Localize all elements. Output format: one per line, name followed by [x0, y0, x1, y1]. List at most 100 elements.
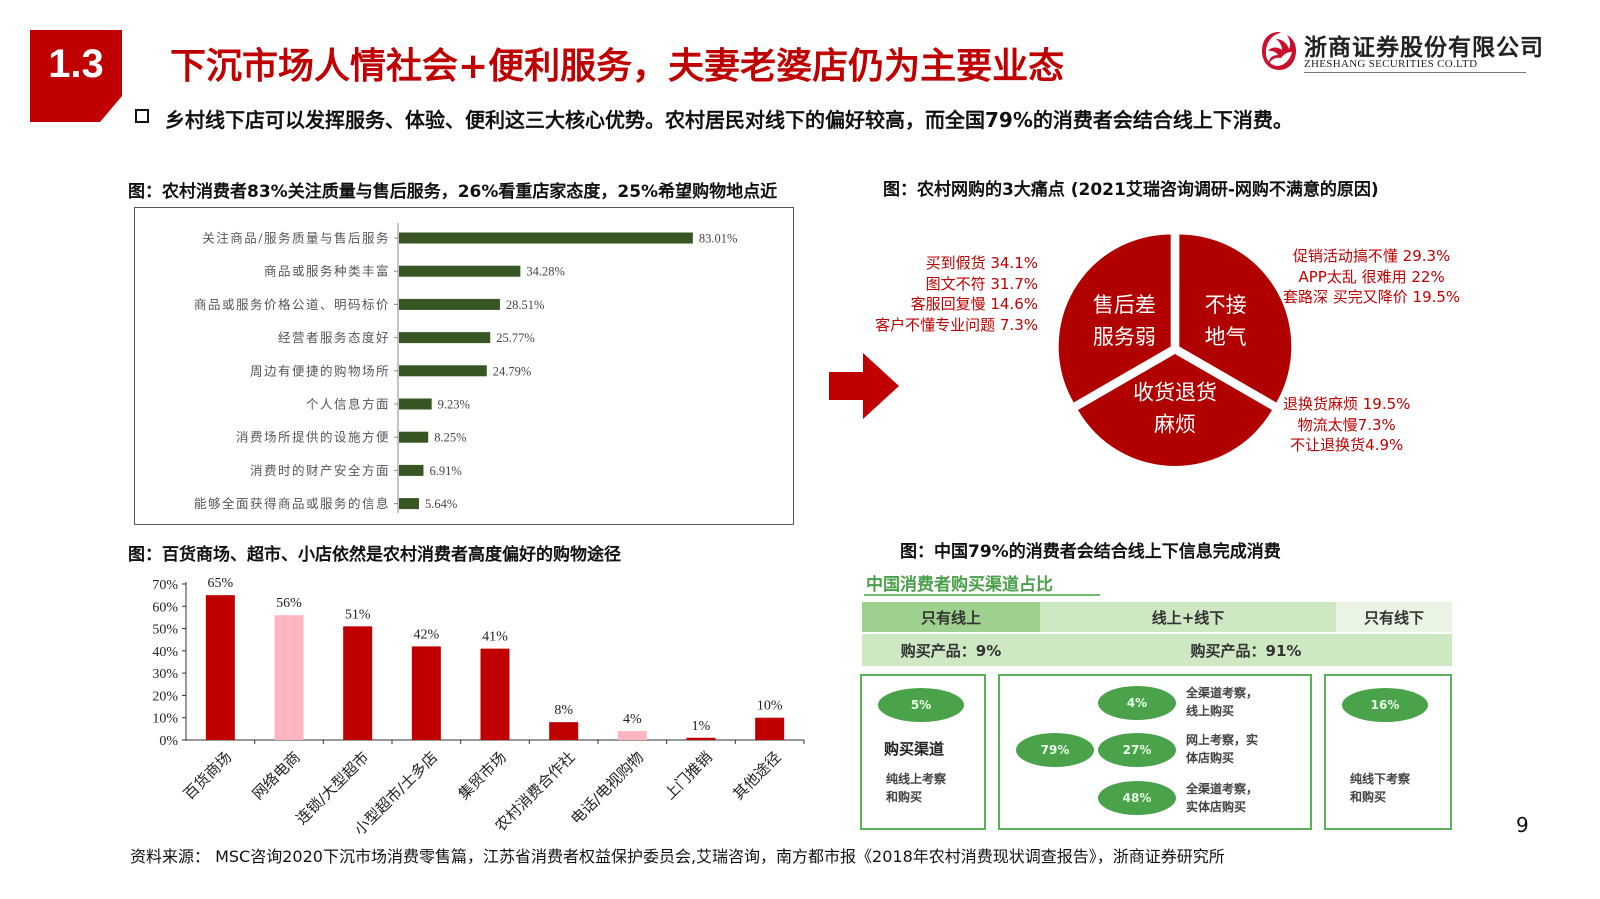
figure-caption-online-offline: 图：中国79%的消费者会结合线上下信息完成消费 — [900, 542, 1281, 562]
vbar-y-tick-label: 20% — [152, 689, 178, 704]
vbar-value-label: 8% — [554, 703, 573, 718]
pct-online-research-store-buy: 27% — [1098, 733, 1176, 767]
pain-right-line: 套路深 买完又降价 19.5% — [1283, 288, 1461, 306]
vbar-value-label: 51% — [345, 607, 371, 622]
online-offline-header: 线上+线下 — [1040, 602, 1336, 632]
vbar-category-label: 其他途径 — [729, 748, 784, 803]
page-title: 下沉市场人情社会+便利服务，夫妻老婆店仍为主要业态 — [170, 46, 1065, 87]
pain-bottom-line: 物流太慢7.3% — [1297, 415, 1396, 434]
only-online-header: 只有线上 — [862, 602, 1040, 632]
hbar-value-label: 25.77% — [496, 331, 535, 345]
badge-fold-corner — [100, 96, 122, 122]
hbar-category-label: 消费场所提供的设施方便 — [236, 430, 390, 445]
vbar-y-tick-label: 0% — [159, 734, 178, 749]
offline-only-desc: 纯线下考察 和购买 — [1350, 770, 1410, 806]
hbar-category-label: 周边有便捷的购物场所 — [250, 363, 390, 378]
section-number: 1.3 — [48, 42, 104, 86]
online-offline-box: 79% 4% 全渠道考察， 线上购买 27% 网上考察，实 体店购买 48% 全… — [998, 674, 1312, 830]
source-note: 资料来源： MSC咨询2020下沉市场消费零售篇，江苏省消费者权益保护委员会,艾… — [130, 847, 1225, 866]
pain-left-line: 客服回复慢 14.6% — [910, 295, 1038, 313]
pct-online-offline-total: 79% — [1016, 733, 1094, 767]
pain-annotation-bottom: 退换货麻烦 19.5% 物流太慢7.3% 不让退换货4.9% — [1283, 394, 1410, 456]
page-number: 9 — [1516, 813, 1529, 837]
pie-slice-label: 服务弱 — [1093, 325, 1156, 349]
pain-annotation-left: 买到假货 34.1% 图文不符 31.7% 客服回复慢 14.6% 客户不懂专业… — [875, 253, 1038, 335]
figure-caption-pain-points: 图：农村网购的3大痛点 (2021艾瑞咨询调研-网购不满意的原因) — [883, 180, 1379, 200]
company-name-cn: 浙商证券股份有限公司 — [1304, 34, 1544, 61]
pie-slice-label: 收货退货 — [1133, 381, 1217, 405]
pain-left-line: 客户不懂专业问题 7.3% — [875, 315, 1038, 334]
vbar-bar — [274, 615, 304, 740]
pie-slice-label: 不接 — [1205, 293, 1247, 317]
hbar-value-label: 9.23% — [438, 398, 470, 412]
shopping-channel-bar-chart: 0% 10% 20% 30% 40% 50% 60% 70% 65% 百货商场 56% 网络电商 51%… — [152, 576, 805, 839]
pct-online-purchase: 4% — [1098, 686, 1176, 720]
pct-online-only: 5% — [878, 688, 964, 722]
hbar-value-label: 34.28% — [526, 265, 565, 279]
hbar-category-label: 能够全面获得商品或服务的信息 — [194, 496, 390, 511]
hbar-bar — [399, 498, 419, 510]
combined-products-share: 购买产品：91% — [1040, 634, 1452, 666]
channel-share-infographic: 中国消费者购买渠道占比 只有线上 线上+线下 只有线下 购买产品：9% 购买产品… — [858, 568, 1458, 836]
online-products-share: 购买产品：9% — [862, 634, 1040, 666]
vbar-y-tick-label: 10% — [152, 712, 178, 727]
vbar-value-label: 56% — [276, 596, 302, 611]
vbar-value-label: 1% — [692, 719, 711, 734]
vbar-category-label: 百货商场 — [180, 748, 235, 803]
vbar-bar — [755, 717, 785, 740]
vbar-y-tick-label: 40% — [152, 645, 178, 660]
only-offline-header: 只有线下 — [1336, 602, 1452, 632]
key-point-text: 乡村线下店可以发挥服务、体验、便利这三大核心优势。农村居民对线下的偏好较高，而全… — [165, 108, 1293, 132]
vbar-bar — [480, 648, 510, 740]
desc-line: 全渠道考察， — [1186, 782, 1259, 796]
vbar-y-tick-label: 50% — [152, 623, 178, 638]
vbar-value-label: 42% — [413, 627, 439, 642]
hbar-category-label: 关注商品/服务质量与售后服务 — [202, 231, 390, 246]
online-only-box: 5% 购买渠道 纯线上考察 和购买 — [860, 674, 986, 830]
pain-bottom-line: 不让退换货4.9% — [1290, 436, 1404, 454]
hbar-bar — [399, 464, 424, 476]
hbar-value-label: 24.79% — [493, 364, 532, 378]
vbar-y-tick-label: 70% — [152, 578, 178, 593]
vbar-bar — [549, 722, 579, 740]
desc-line: 网上考察，实 — [1186, 733, 1259, 747]
hbar-bar — [399, 265, 521, 277]
company-name-en: ZHESHANG SECURITIES CO.LTD — [1304, 58, 1478, 70]
consumer-concern-bar-chart: 关注商品/服务质量与售后服务 83.01% 商品或服务种类丰富 34.28% 商品或服务… — [194, 223, 738, 513]
figure-caption-quality: 图：农村消费者83%关注质量与售后服务，26%看重店家态度，25%希望购物地点近 — [128, 182, 778, 202]
desc-line: 体店购买 — [1186, 751, 1235, 765]
online-research-desc: 网上考察，实 体店购买 — [1186, 731, 1258, 767]
company-logo-icon — [1262, 32, 1296, 70]
vbar-value-label: 4% — [623, 712, 642, 727]
hbar-category-label: 经营者服务态度好 — [278, 330, 390, 345]
pct-offline-only: 16% — [1342, 688, 1428, 722]
pie-slice — [1058, 234, 1171, 403]
pie-slice — [1078, 354, 1272, 466]
offline-only-box: 16% 纯线下考察 和购买 — [1324, 674, 1452, 830]
pie-slice-label: 地气 — [1205, 325, 1247, 349]
vbar-y-tick-label: 30% — [152, 667, 178, 682]
desc-line: 纯线下考察 — [1350, 772, 1411, 786]
hbar-bar — [399, 298, 500, 310]
hbar-category-label: 消费时的财产安全方面 — [250, 463, 390, 478]
logo-divider — [1304, 72, 1526, 73]
hbar-chart-frame — [134, 207, 794, 525]
hbar-bar — [399, 431, 429, 443]
hbar-bar — [399, 332, 491, 344]
purchase-channel-label: 购买渠道 — [884, 740, 945, 758]
vbar-value-label: 65% — [207, 576, 233, 591]
hbar-category-label: 个人信息方面 — [306, 397, 390, 412]
pain-annotation-right: 促销活动搞不懂 29.3% APP太乱 很难用 22% 套路深 买完又降价 19… — [1283, 246, 1460, 308]
vbar-y-tick-label: 60% — [152, 600, 178, 615]
pain-left-line: 买到假货 34.1% — [925, 254, 1038, 272]
hbar-value-label: 83.01% — [699, 232, 738, 246]
omni-store-desc: 全渠道考察， 实体店购买 — [1186, 780, 1258, 816]
pie-slice-label: 麻烦 — [1154, 413, 1196, 437]
pct-omni-store-buy: 48% — [1098, 781, 1176, 815]
pie-slice-label: 售后差 — [1093, 293, 1156, 317]
hbar-bar — [399, 365, 487, 377]
hbar-value-label: 5.64% — [425, 497, 457, 511]
desc-line: 线上购买 — [1186, 704, 1235, 718]
right-arrow-icon — [829, 353, 899, 419]
